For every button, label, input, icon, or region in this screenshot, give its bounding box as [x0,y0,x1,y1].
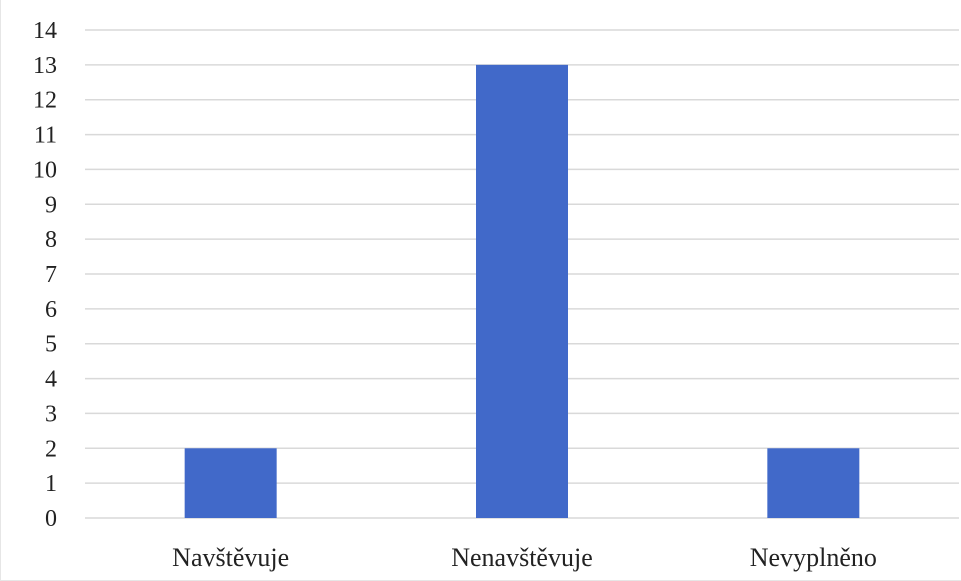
bar-1 [184,448,277,518]
y-tick-label: 11 [34,123,57,149]
y-tick-label: 1 [45,471,57,497]
y-tick-label: 2 [45,436,57,462]
y-tick-label: 6 [45,297,57,323]
bar-2 [476,64,568,518]
y-tick-label: 0 [45,506,57,532]
y-tick-label: 4 [45,367,57,393]
y-tick-label: 3 [45,401,57,427]
bar-3 [767,448,860,518]
y-tick-label: 7 [45,262,57,288]
y-tick-label: 14 [33,18,57,44]
x-axis-categories: Navštěvuje Nenavštěvuje Nevyplněno [172,543,877,572]
y-tick-label: 5 [45,332,57,358]
y-tick-label: 8 [45,227,57,253]
y-tick-label: 10 [33,157,57,183]
y-tick-label: 13 [33,53,57,79]
x-category-label: Nevyplněno [750,543,877,572]
y-tick-label: 9 [45,192,57,218]
x-category-label: Nenavštěvuje [451,543,593,572]
bars [184,64,860,518]
x-category-label: Navštěvuje [172,543,289,572]
y-tick-label: 12 [33,88,57,114]
